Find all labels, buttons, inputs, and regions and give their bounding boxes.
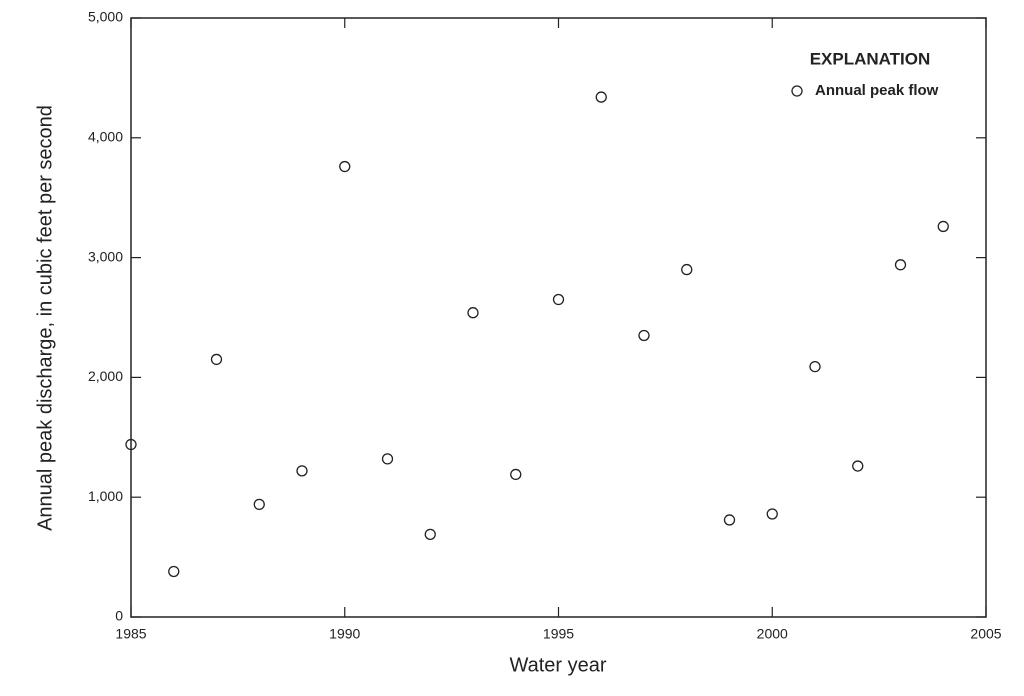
data-point [381,453,394,465]
data-point [766,508,778,520]
data-point [937,220,949,233]
y-tick-label: 5,000 [88,9,123,25]
data-point [852,460,864,472]
data-point [125,438,137,451]
x-tick-label: 1995 [543,626,574,642]
data-point [595,91,607,103]
x-tick-label: 1990 [329,626,360,642]
y-axis-label: Annual peak discharge, in cubic feet per… [34,105,56,531]
x-tick-label: 2005 [970,626,1001,642]
data-point [296,465,308,477]
y-tick-label: 4,000 [88,129,123,145]
y-tick-label: 1,000 [88,488,123,504]
data-point [809,360,821,373]
x-axis-label: Water year [509,654,606,676]
y-tick-label: 3,000 [88,248,123,264]
data-point [552,293,565,306]
y-tick-label: 0 [115,608,123,624]
legend-title: EXPLANATION [810,49,931,68]
x-tick-label: 1985 [115,626,146,642]
data-point [894,259,907,271]
data-point [723,514,736,526]
data-point [339,160,351,173]
legend-marker [791,85,803,97]
data-point [510,468,522,481]
x-tick-label: 2000 [757,626,788,642]
data-point [253,498,265,511]
y-tick-label: 2,000 [88,368,123,384]
data-point [168,565,180,578]
data-point [681,263,693,276]
data-point [638,329,650,342]
legend-label: Annual peak flow [815,82,939,99]
data-point [467,307,479,319]
plot-frame [130,17,987,618]
data-point [210,353,223,366]
data-point [424,528,436,540]
